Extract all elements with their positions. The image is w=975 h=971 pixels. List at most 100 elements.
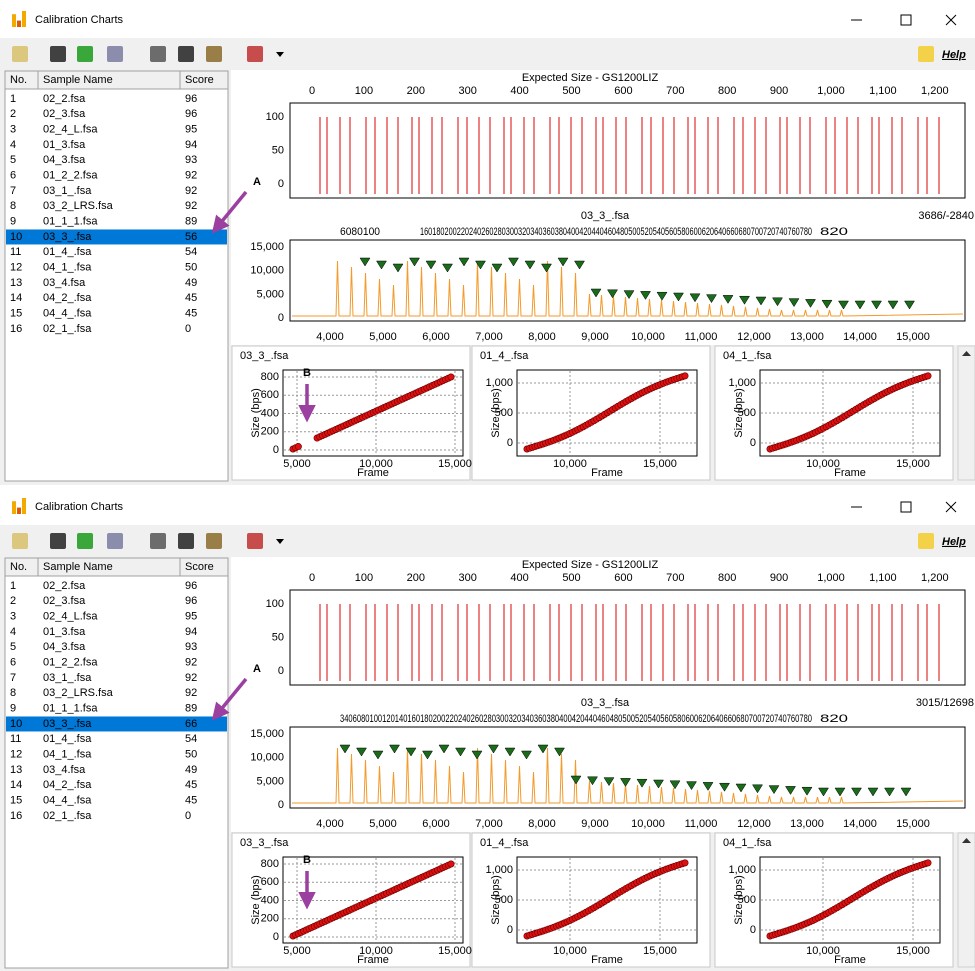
table-cell[interactable]: 96: [185, 108, 197, 120]
table-cell[interactable]: 96: [185, 595, 197, 607]
table-cell[interactable]: 54: [185, 246, 197, 258]
table-cell[interactable]: 04_2_.fsa: [43, 292, 92, 304]
table-cell[interactable]: 0: [185, 323, 191, 335]
table-cell[interactable]: 04_4_.fsa: [43, 308, 92, 320]
table-cell[interactable]: 02_4_L.fsa: [43, 124, 98, 136]
toolbar-button[interactable]: [178, 533, 194, 549]
table-cell[interactable]: 9: [10, 703, 16, 715]
close-button[interactable]: [945, 14, 957, 26]
table-cell[interactable]: 01_1_1.fsa: [43, 703, 98, 715]
table-cell[interactable]: 54: [185, 733, 197, 745]
toolbar-button[interactable]: [150, 533, 166, 549]
table-cell[interactable]: 16: [10, 810, 22, 822]
help-icon[interactable]: [918, 533, 934, 549]
table-cell[interactable]: 04_4_.fsa: [43, 795, 92, 807]
table-cell[interactable]: 14: [10, 292, 22, 304]
table-cell[interactable]: 45: [185, 795, 197, 807]
table-cell[interactable]: 03_1_.fsa: [43, 185, 92, 197]
table-cell[interactable]: 93: [185, 641, 197, 653]
table-cell[interactable]: 01_4_.fsa: [43, 733, 92, 745]
table-cell[interactable]: 2: [10, 108, 16, 120]
table-cell[interactable]: 01_3.fsa: [43, 139, 86, 151]
calibration-title[interactable]: 04_1_.fsa: [723, 350, 772, 362]
toolbar-button[interactable]: [247, 533, 263, 549]
toolbar-button[interactable]: [50, 46, 66, 62]
table-cell[interactable]: 03_2_LRS.fsa: [43, 200, 114, 212]
table-cell[interactable]: 45: [185, 779, 197, 791]
table-cell[interactable]: 49: [185, 764, 197, 776]
table-cell[interactable]: 16: [10, 323, 22, 335]
table-cell[interactable]: 96: [185, 580, 197, 592]
table-cell[interactable]: 5: [10, 154, 16, 166]
table-cell[interactable]: 13: [10, 277, 22, 289]
table-cell[interactable]: 10: [10, 718, 22, 730]
table-cell[interactable]: 2: [10, 595, 16, 607]
table-cell[interactable]: 04_2_.fsa: [43, 779, 92, 791]
table-cell[interactable]: 04_3.fsa: [43, 641, 86, 653]
toolbar-button[interactable]: [206, 46, 222, 62]
scroll-up[interactable]: [962, 351, 971, 356]
table-cell[interactable]: 8: [10, 687, 16, 699]
table-cell[interactable]: 1: [10, 93, 16, 105]
table-cell[interactable]: 03_3_.fsa: [43, 231, 92, 243]
maximize-button[interactable]: [900, 14, 912, 26]
table-cell[interactable]: 56: [185, 231, 197, 243]
table-cell[interactable]: 01_4_.fsa: [43, 246, 92, 258]
table-cell[interactable]: 03_4.fsa: [43, 764, 86, 776]
help-link[interactable]: Help: [942, 536, 966, 548]
calibration-title[interactable]: 01_4_.fsa: [480, 837, 529, 849]
toolbar-button[interactable]: [12, 533, 28, 549]
toolbar-button[interactable]: [107, 533, 123, 549]
dropdown-arrow[interactable]: [276, 52, 284, 57]
table-cell[interactable]: 94: [185, 626, 197, 638]
table-cell[interactable]: 3: [10, 124, 16, 136]
table-cell[interactable]: 96: [185, 93, 197, 105]
dropdown-arrow[interactable]: [276, 539, 284, 544]
help-icon[interactable]: [918, 46, 934, 62]
table-cell[interactable]: 92: [185, 170, 197, 182]
table-cell[interactable]: 02_4_L.fsa: [43, 611, 98, 623]
table-cell[interactable]: 02_3.fsa: [43, 595, 86, 607]
table-cell[interactable]: 92: [185, 657, 197, 669]
scrollbar[interactable]: [957, 345, 975, 481]
table-cell[interactable]: 02_1_.fsa: [43, 323, 92, 335]
table-cell[interactable]: 03_4.fsa: [43, 277, 86, 289]
table-cell[interactable]: 14: [10, 779, 22, 791]
table-cell[interactable]: 7: [10, 672, 16, 684]
scroll-up[interactable]: [962, 838, 971, 843]
selected-row[interactable]: [6, 716, 227, 732]
table-cell[interactable]: 12: [10, 749, 22, 761]
calibration-title[interactable]: 04_1_.fsa: [723, 837, 772, 849]
table-cell[interactable]: 04_1_.fsa: [43, 749, 92, 761]
close-button[interactable]: [945, 501, 957, 513]
toolbar-button[interactable]: [150, 46, 166, 62]
table-cell[interactable]: 10: [10, 231, 22, 243]
table-cell[interactable]: 92: [185, 185, 197, 197]
table-cell[interactable]: 03_3_.fsa: [43, 718, 92, 730]
scrollbar[interactable]: [957, 832, 975, 968]
table-cell[interactable]: 02_2.fsa: [43, 93, 86, 105]
table-cell[interactable]: 45: [185, 308, 197, 320]
toolbar-button[interactable]: [178, 46, 194, 62]
table-cell[interactable]: 01_1_1.fsa: [43, 216, 98, 228]
table-cell[interactable]: 03_2_LRS.fsa: [43, 687, 114, 699]
table-cell[interactable]: 7: [10, 185, 16, 197]
table-cell[interactable]: 4: [10, 626, 16, 638]
calibration-title[interactable]: 03_3_.fsa: [240, 350, 289, 362]
table-cell[interactable]: 8: [10, 200, 16, 212]
toolbar-button[interactable]: [107, 46, 123, 62]
table-cell[interactable]: 03_1_.fsa: [43, 672, 92, 684]
table-cell[interactable]: 5: [10, 641, 16, 653]
table-cell[interactable]: 02_2.fsa: [43, 580, 86, 592]
table-cell[interactable]: 89: [185, 216, 197, 228]
table-cell[interactable]: 89: [185, 703, 197, 715]
table-cell[interactable]: 95: [185, 124, 197, 136]
help-link[interactable]: Help: [942, 49, 966, 61]
toolbar-button[interactable]: [77, 46, 93, 62]
table-cell[interactable]: 13: [10, 764, 22, 776]
maximize-button[interactable]: [900, 501, 912, 513]
table-cell[interactable]: 94: [185, 139, 197, 151]
table-cell[interactable]: 3: [10, 611, 16, 623]
table-cell[interactable]: 12: [10, 262, 22, 274]
table-cell[interactable]: 01_2_2.fsa: [43, 170, 98, 182]
